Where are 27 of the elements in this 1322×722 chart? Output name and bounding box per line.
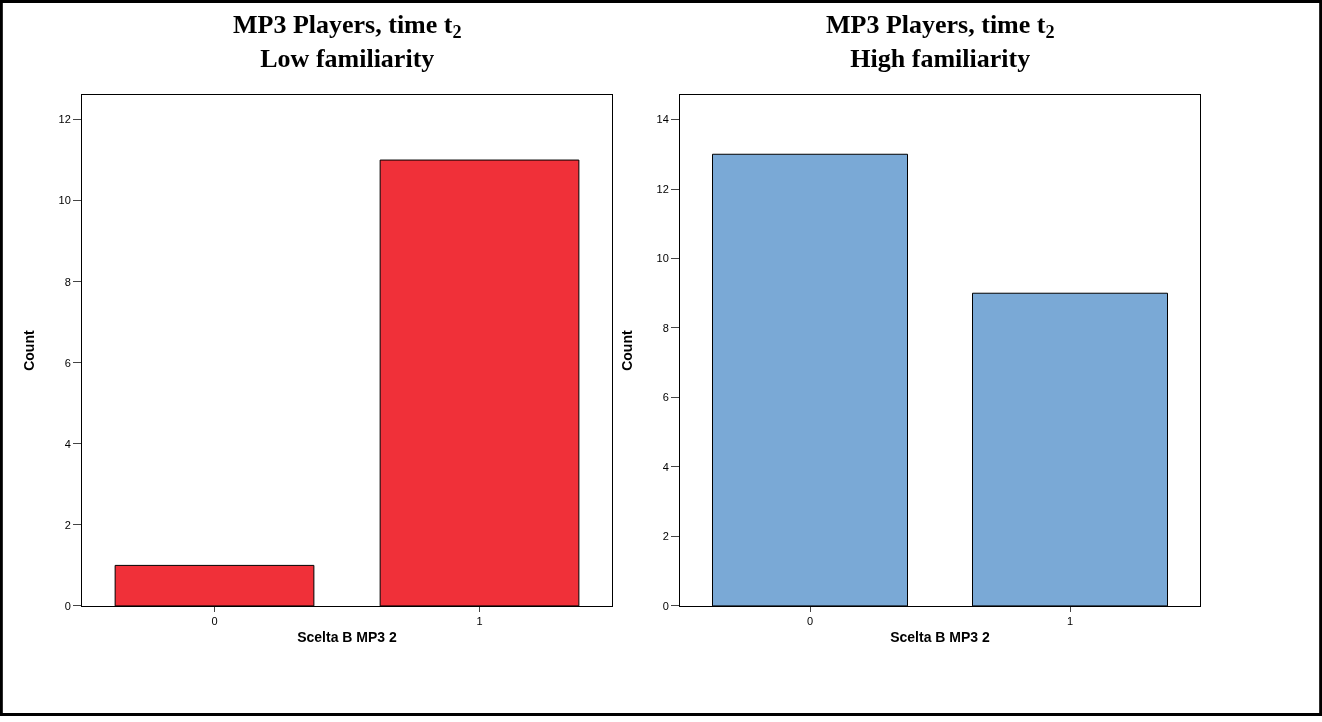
- y-tick-label: 4: [662, 460, 669, 473]
- y-tick-label: 12: [58, 113, 71, 126]
- y-tick-label: 8: [662, 321, 669, 334]
- x-tick-label: 0: [211, 615, 218, 628]
- y-tick-label: 12: [656, 182, 669, 195]
- y-tick-label: 8: [64, 275, 71, 288]
- y-tick-label: 0: [64, 599, 71, 612]
- y-tick-label: 14: [656, 113, 669, 126]
- chart-title: MP3 Players, time t$_{2}$: [826, 10, 1055, 43]
- x-tick-label: 0: [806, 615, 814, 628]
- y-tick-label: 4: [64, 437, 71, 450]
- x-tick-label: 1: [1066, 615, 1074, 628]
- chart-subtitle: Low familiarity: [260, 43, 435, 73]
- y-tick-label: 6: [662, 391, 669, 404]
- x-axis-title: Scelta B MP3 2: [890, 629, 991, 646]
- y-tick-label: 2: [64, 518, 71, 531]
- y-tick-label: 2: [662, 530, 669, 543]
- y-axis-title: Count: [21, 330, 38, 371]
- chart-title: MP3 Players, time t$_{2}$: [233, 10, 462, 43]
- y-tick-label: 6: [64, 356, 71, 369]
- y-tick-label: 0: [662, 599, 669, 612]
- x-axis-title: Scelta B MP3 2: [297, 629, 398, 646]
- y-axis-title: Count: [619, 330, 636, 371]
- y-tick-label: 10: [58, 194, 71, 207]
- x-tick-label: 1: [476, 615, 483, 628]
- chart-subtitle: High familiarity: [850, 43, 1031, 73]
- y-tick-label: 10: [656, 252, 669, 265]
